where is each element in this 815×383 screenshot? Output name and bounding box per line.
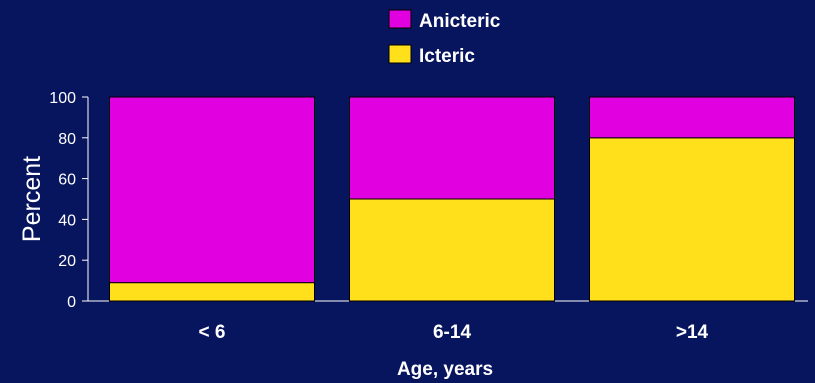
x-tick-label: >14: [676, 322, 709, 343]
plot-area: 0 20 40 60 80 100 < 6 6-14 >14: [49, 90, 808, 343]
bar-icteric: [349, 198, 555, 302]
legend-label-anicteric: Anicteric: [419, 11, 501, 32]
y-tick-label: 40: [58, 212, 76, 229]
y-tick-label: 60: [58, 172, 76, 189]
bar-anicteric: [349, 96, 555, 200]
y-axis-label: Percent: [18, 156, 46, 242]
x-tick-label: < 6: [199, 322, 226, 343]
y-tick-label: 80: [58, 131, 76, 148]
x-tick-label: 6-14: [433, 322, 471, 343]
y-tick-label: 100: [49, 90, 76, 107]
legend-swatch-anicteric: [388, 9, 412, 29]
x-axis-label: Age, years: [397, 359, 493, 380]
bar-anicteric: [589, 96, 795, 139]
legend-label-icteric: Icteric: [419, 46, 475, 67]
y-tick-label: 0: [67, 294, 76, 311]
bar-icteric: [589, 137, 795, 302]
bar-icteric: [109, 282, 315, 302]
y-tick-label: 20: [58, 253, 76, 270]
legend-swatch-icteric: [388, 44, 412, 64]
legend: Anicteric Icteric: [388, 9, 501, 67]
bar-anicteric: [109, 96, 315, 284]
